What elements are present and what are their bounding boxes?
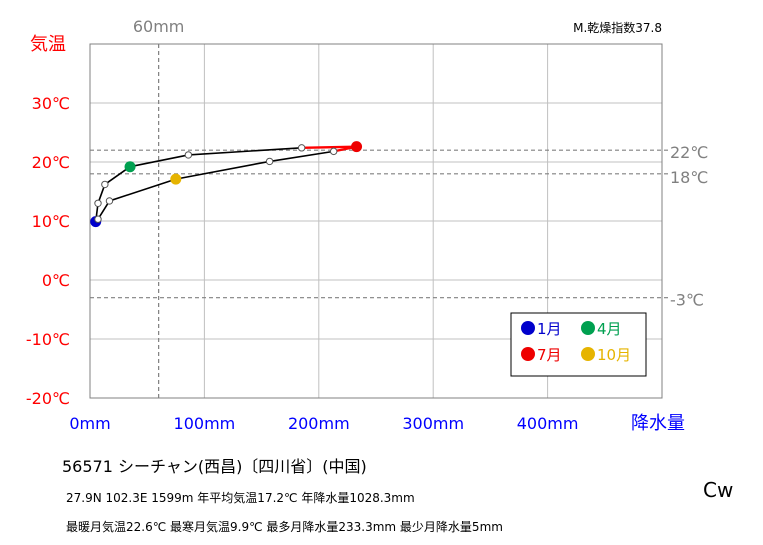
axis-tick-labels: 30℃ 20℃ 10℃ 0℃ -10℃ -20℃ 0mm 100mm 200mm 300mm 400… [26,94,579,433]
legend-label: 4月 [597,320,622,338]
y-axis-label: 気温 [30,34,66,55]
month-segment [108,178,177,202]
legend-label: 1月 [537,320,562,338]
station-name: 56571 シーチャン(西昌)〔四川省〕(中国) [62,457,367,476]
month-segment [300,145,358,150]
y-tick-label: -20℃ [26,389,70,408]
legend: 1月 4月 7月 10月 [510,312,647,377]
month-segment [175,160,271,180]
legend-marker [521,321,535,335]
reference-lines: 60mm 22℃ 18℃ -3℃ [90,17,708,398]
month-7-point [351,141,363,153]
month-8-point [329,147,338,156]
month-segment [268,150,335,163]
y-tick-label: 30℃ [32,94,70,113]
month-segment [129,154,190,168]
legend-marker [521,347,535,361]
month-segment [187,147,303,156]
y-tick-label: 10℃ [32,212,70,231]
data-lines [94,145,358,223]
station-stats-line-2: 最暖月気温22.6℃ 最寒月気温9.9℃ 最多月降水量233.3mm 最少月降水… [66,520,503,534]
legend-label: 7月 [537,346,562,364]
x-tick-label: 300mm [402,414,464,433]
climate-class: Cw [703,478,734,502]
dryness-index-label: M.乾燥指数37.8 [573,20,662,35]
month-12-point [94,215,102,223]
month-4-point [124,161,136,173]
month-11-point [105,197,114,205]
reference-label-x: 60mm [133,17,185,36]
month-6-point [297,144,306,152]
legend-marker [581,347,595,361]
x-tick-label: 200mm [288,414,350,433]
y-tick-label: -10℃ [26,330,70,349]
reference-label-y: -3℃ [670,291,704,310]
reference-label-y: 22℃ [670,143,708,162]
y-tick-label: 0℃ [42,271,70,290]
data-points [90,141,363,228]
x-axis-label: 降水量 [631,413,685,434]
x-tick-label: 100mm [174,414,236,433]
month-5-point [184,151,193,159]
month-2-point [94,199,102,208]
plot-frame [89,43,663,399]
month-10-point [170,173,182,185]
legend-marker [581,321,595,335]
legend-box [510,312,647,377]
station-stats-line-1: 27.9N 102.3E 1599m 年平均気温17.2℃ 年降水量1028.3… [66,491,415,505]
legend-label: 10月 [597,346,631,364]
month-3-point [101,180,109,189]
month-9-point [265,157,274,166]
y-tick-label: 20℃ [32,153,70,172]
x-tick-label: 0mm [69,414,110,433]
x-tick-label: 400mm [517,414,579,433]
reference-label-y: 18℃ [670,168,708,187]
